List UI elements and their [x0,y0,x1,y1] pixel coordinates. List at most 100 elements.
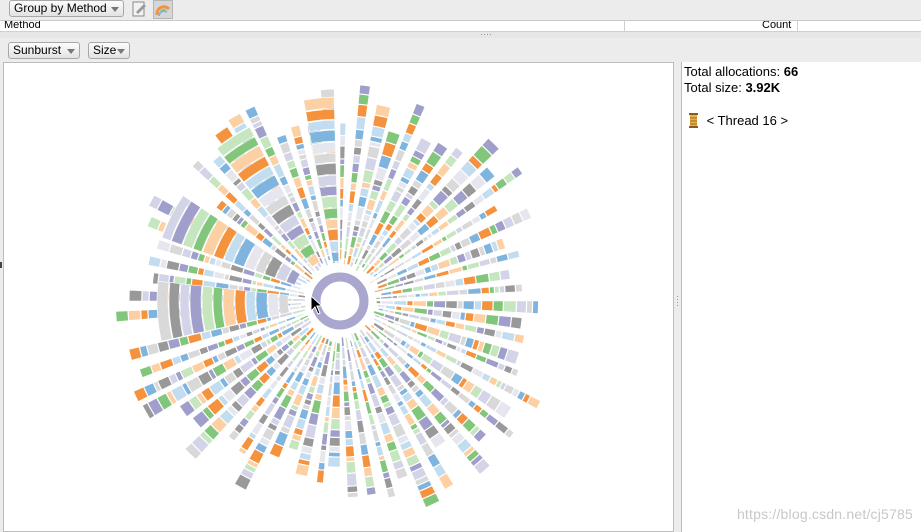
sunburst-segment[interactable] [317,462,326,471]
sunburst-segment[interactable] [417,256,431,267]
sunburst-segment[interactable] [426,452,441,469]
sunburst-segment[interactable] [382,328,396,340]
sunburst-segment[interactable] [377,282,388,290]
sunburst-segment[interactable] [182,207,211,249]
sunburst-segment[interactable] [265,343,278,355]
sunburst-segment[interactable] [428,251,442,263]
sunburst-segment[interactable] [285,288,299,294]
sunburst-segment[interactable] [366,145,381,160]
sunburst-segment[interactable] [358,226,367,238]
sunburst-segment[interactable] [376,277,388,286]
sunburst-segment[interactable] [370,424,377,431]
sunburst-segment[interactable] [355,242,361,249]
sunburst-segment[interactable] [248,213,261,226]
sunburst-segment[interactable] [433,410,448,426]
sunburst-segment[interactable] [271,395,280,405]
sunburst-segment[interactable] [388,309,395,314]
sunburst-segment[interactable] [409,155,422,167]
sunburst-segment[interactable] [422,492,441,508]
sunburst-segment[interactable] [497,315,512,328]
sunburst-segment[interactable] [415,212,427,224]
sunburst-segment[interactable] [410,328,418,335]
sunburst-segment[interactable] [405,271,417,280]
sunburst-segment[interactable] [408,113,421,127]
sunburst-segment[interactable] [307,119,336,133]
sunburst-segment[interactable] [185,376,204,393]
sunburst-segment[interactable] [412,285,424,292]
sunburst-segment[interactable] [251,120,264,130]
sunburst-segment[interactable] [435,318,446,326]
sunburst-segment[interactable] [429,317,437,324]
sunburst-segment[interactable] [463,324,478,333]
sunburst-segment[interactable] [289,326,303,338]
sunburst-segment[interactable] [456,438,473,454]
sunburst-segment[interactable] [451,311,461,320]
sunburst-segment[interactable] [213,271,226,280]
sunburst-segment[interactable] [305,326,315,337]
sunburst-segment[interactable] [357,195,368,208]
sunburst-segment[interactable] [303,398,312,406]
sunburst-segment[interactable] [516,300,527,314]
sunburst-segment[interactable] [435,349,448,359]
sunburst-segment[interactable] [494,420,509,435]
sunburst-segment[interactable] [426,334,436,342]
sunburst-segment[interactable] [302,257,309,265]
sunburst-segment[interactable] [319,248,326,259]
sunburst-segment[interactable] [290,403,300,412]
sunburst-segment[interactable] [351,230,359,238]
sunburst-segment[interactable] [515,283,523,293]
sunburst-segment[interactable] [318,257,324,265]
sunburst-segment[interactable] [382,400,393,409]
sunburst-segment[interactable] [394,310,403,316]
sunburst-segment[interactable] [266,422,278,432]
sunburst-segment[interactable] [376,364,383,372]
sunburst-segment[interactable] [202,356,215,369]
sunburst-segment[interactable] [330,251,340,262]
sunburst-segment[interactable] [393,236,404,247]
sunburst-segment[interactable] [222,288,237,328]
sunburst-segment[interactable] [440,235,448,243]
sunburst-segment[interactable] [369,247,377,255]
sunburst-segment[interactable] [385,130,401,146]
sunburst-segment[interactable] [504,428,515,439]
sunburst-segment[interactable] [342,385,349,392]
sunburst-segment[interactable] [467,287,482,295]
sunburst-segment[interactable] [181,382,193,396]
sunburst-segment[interactable] [406,334,414,341]
sunburst-segment[interactable] [406,206,416,217]
sunburst-segment[interactable] [339,207,344,220]
sunburst-segment[interactable] [326,228,339,242]
sunburst-segment[interactable] [328,437,341,447]
sunburst-segment[interactable] [191,435,210,453]
sunburst-segment[interactable] [228,274,243,283]
sunburst-segment[interactable] [323,257,329,267]
sunburst-segment[interactable] [375,296,381,300]
sunburst-segment[interactable] [210,327,224,338]
sunburst-segment[interactable] [262,227,274,239]
sunburst-segment[interactable] [355,116,367,131]
sunburst-segment[interactable] [375,445,385,457]
thread-row[interactable]: < Thread 16 > [688,113,788,129]
sunburst-segment[interactable] [203,255,211,264]
sunburst-segment[interactable] [398,275,408,283]
sunburst-segment[interactable] [482,242,494,255]
sunburst-segment[interactable] [345,445,355,458]
sunburst-segment[interactable] [403,412,416,427]
sunburst-segment[interactable] [481,341,493,356]
sunburst-segment[interactable] [264,324,271,331]
sunburst-segment[interactable] [485,314,499,326]
sunburst-segment[interactable] [405,397,419,411]
sunburst-segment[interactable] [472,403,483,414]
sunburst-segment[interactable] [343,250,348,260]
sunburst-segment[interactable] [279,280,293,288]
sunburst-segment[interactable] [309,129,336,144]
sunburst-segment[interactable] [395,329,409,338]
sunburst-segment[interactable] [157,375,173,391]
sunburst-segment[interactable] [414,475,430,487]
sunburst-segment[interactable] [206,342,220,353]
sunburst-segment[interactable] [451,168,470,187]
sunburst-segment[interactable] [440,185,454,198]
sunburst-segment[interactable] [454,322,466,331]
sunburst-segment[interactable] [309,355,319,368]
sunburst-segment[interactable] [389,373,403,389]
